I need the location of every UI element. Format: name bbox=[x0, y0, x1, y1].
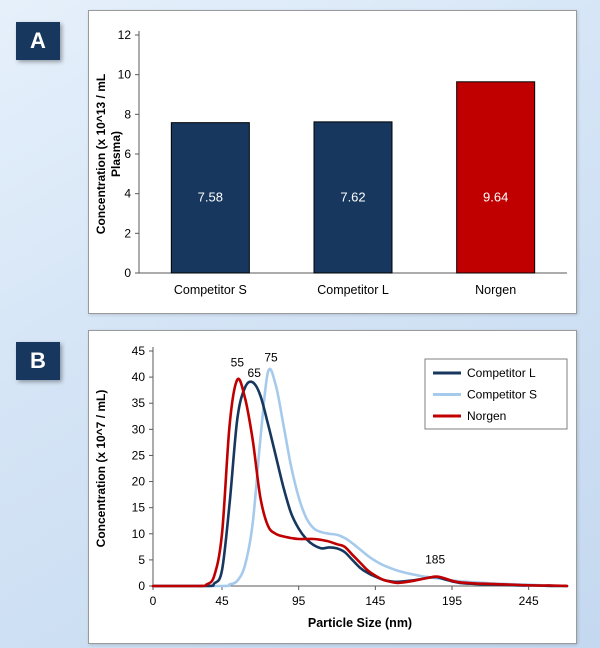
panel-b-label: B bbox=[16, 342, 60, 380]
x-tick-label: 45 bbox=[215, 594, 229, 608]
legend: Competitor L Competitor S Norgen bbox=[424, 358, 568, 430]
y-tick-label: 6 bbox=[124, 147, 131, 161]
y-tick-label: 20 bbox=[132, 475, 146, 489]
x-tick-label: 245 bbox=[519, 594, 539, 608]
line-chart-frame: 0 5 10 15 20 25 30 35 40 45 0 45 95 145 195 245 Concentr… bbox=[88, 330, 577, 644]
y-tick-label: 8 bbox=[124, 107, 131, 121]
annotation-75: 75 bbox=[264, 350, 278, 364]
x-axis-title: Particle Size (nm) bbox=[308, 616, 412, 630]
y-tick-label: 0 bbox=[138, 579, 145, 593]
y-tick-label: 5 bbox=[138, 553, 145, 567]
bar-chart-frame: 0 2 4 6 8 10 12 Concentration (x 10^13 / mL Plas… bbox=[88, 10, 577, 314]
legend-label-norgen: Norgen bbox=[467, 409, 506, 423]
legend-label-competitor-l: Competitor L bbox=[467, 366, 536, 380]
category-label-norgen: Norgen bbox=[475, 283, 516, 297]
y-tick-label: 12 bbox=[118, 28, 132, 42]
y-tick-label: 10 bbox=[132, 527, 146, 541]
y-axis-title-line1: Concentration (x 10^13 / mL bbox=[94, 74, 108, 234]
bar-norgen bbox=[456, 81, 536, 274]
x-tick-label: 0 bbox=[150, 594, 157, 608]
x-tick-label: 195 bbox=[442, 594, 462, 608]
category-label-competitor-s: Competitor S bbox=[174, 283, 247, 297]
y-tick-label: 30 bbox=[132, 422, 146, 436]
annotation-185: 185 bbox=[425, 553, 445, 567]
bar-value-label-competitor-s: 7.58 bbox=[198, 190, 223, 205]
y-tick-label: 15 bbox=[132, 501, 146, 515]
y-axis-title-text: Concentration (x 10^7 / mL) bbox=[94, 390, 108, 548]
y-tick-label: 35 bbox=[132, 396, 146, 410]
x-tick-label: 145 bbox=[365, 594, 385, 608]
bar-competitor-s bbox=[170, 122, 250, 274]
legend-label-competitor-s: Competitor S bbox=[467, 388, 537, 402]
panel-a-label: A bbox=[16, 22, 60, 60]
bar-competitor-l bbox=[313, 121, 393, 274]
y-axis-title: Concentration (x 10^7 / mL) bbox=[94, 390, 108, 548]
x-tick-label: 95 bbox=[292, 594, 306, 608]
line-chart-svg: 0 5 10 15 20 25 30 35 40 45 0 45 95 145 195 245 Concentr… bbox=[94, 344, 569, 630]
y-axis-title: Concentration (x 10^13 / mL Plasma) bbox=[94, 74, 123, 234]
series-line-norgen bbox=[151, 377, 569, 588]
y-tick-label: 0 bbox=[124, 266, 131, 280]
y-tick-label: 45 bbox=[132, 344, 146, 358]
y-tick-label: 25 bbox=[132, 448, 146, 462]
annotation-55: 55 bbox=[231, 356, 245, 370]
category-label-competitor-l: Competitor L bbox=[317, 283, 389, 297]
y-tick-label: 40 bbox=[132, 370, 146, 384]
annotation-65: 65 bbox=[248, 366, 262, 380]
bar-value-label-norgen: 9.64 bbox=[483, 190, 508, 205]
bar-chart-svg: 0 2 4 6 8 10 12 Concentration (x 10^13 / mL Plas… bbox=[94, 28, 567, 297]
bar-value-label-competitor-l: 7.62 bbox=[340, 190, 365, 205]
y-tick-label: 4 bbox=[124, 187, 131, 201]
y-tick-label: 2 bbox=[124, 226, 131, 240]
y-tick-label: 10 bbox=[118, 68, 132, 82]
y-axis-title-line2: Plasma) bbox=[109, 131, 123, 177]
